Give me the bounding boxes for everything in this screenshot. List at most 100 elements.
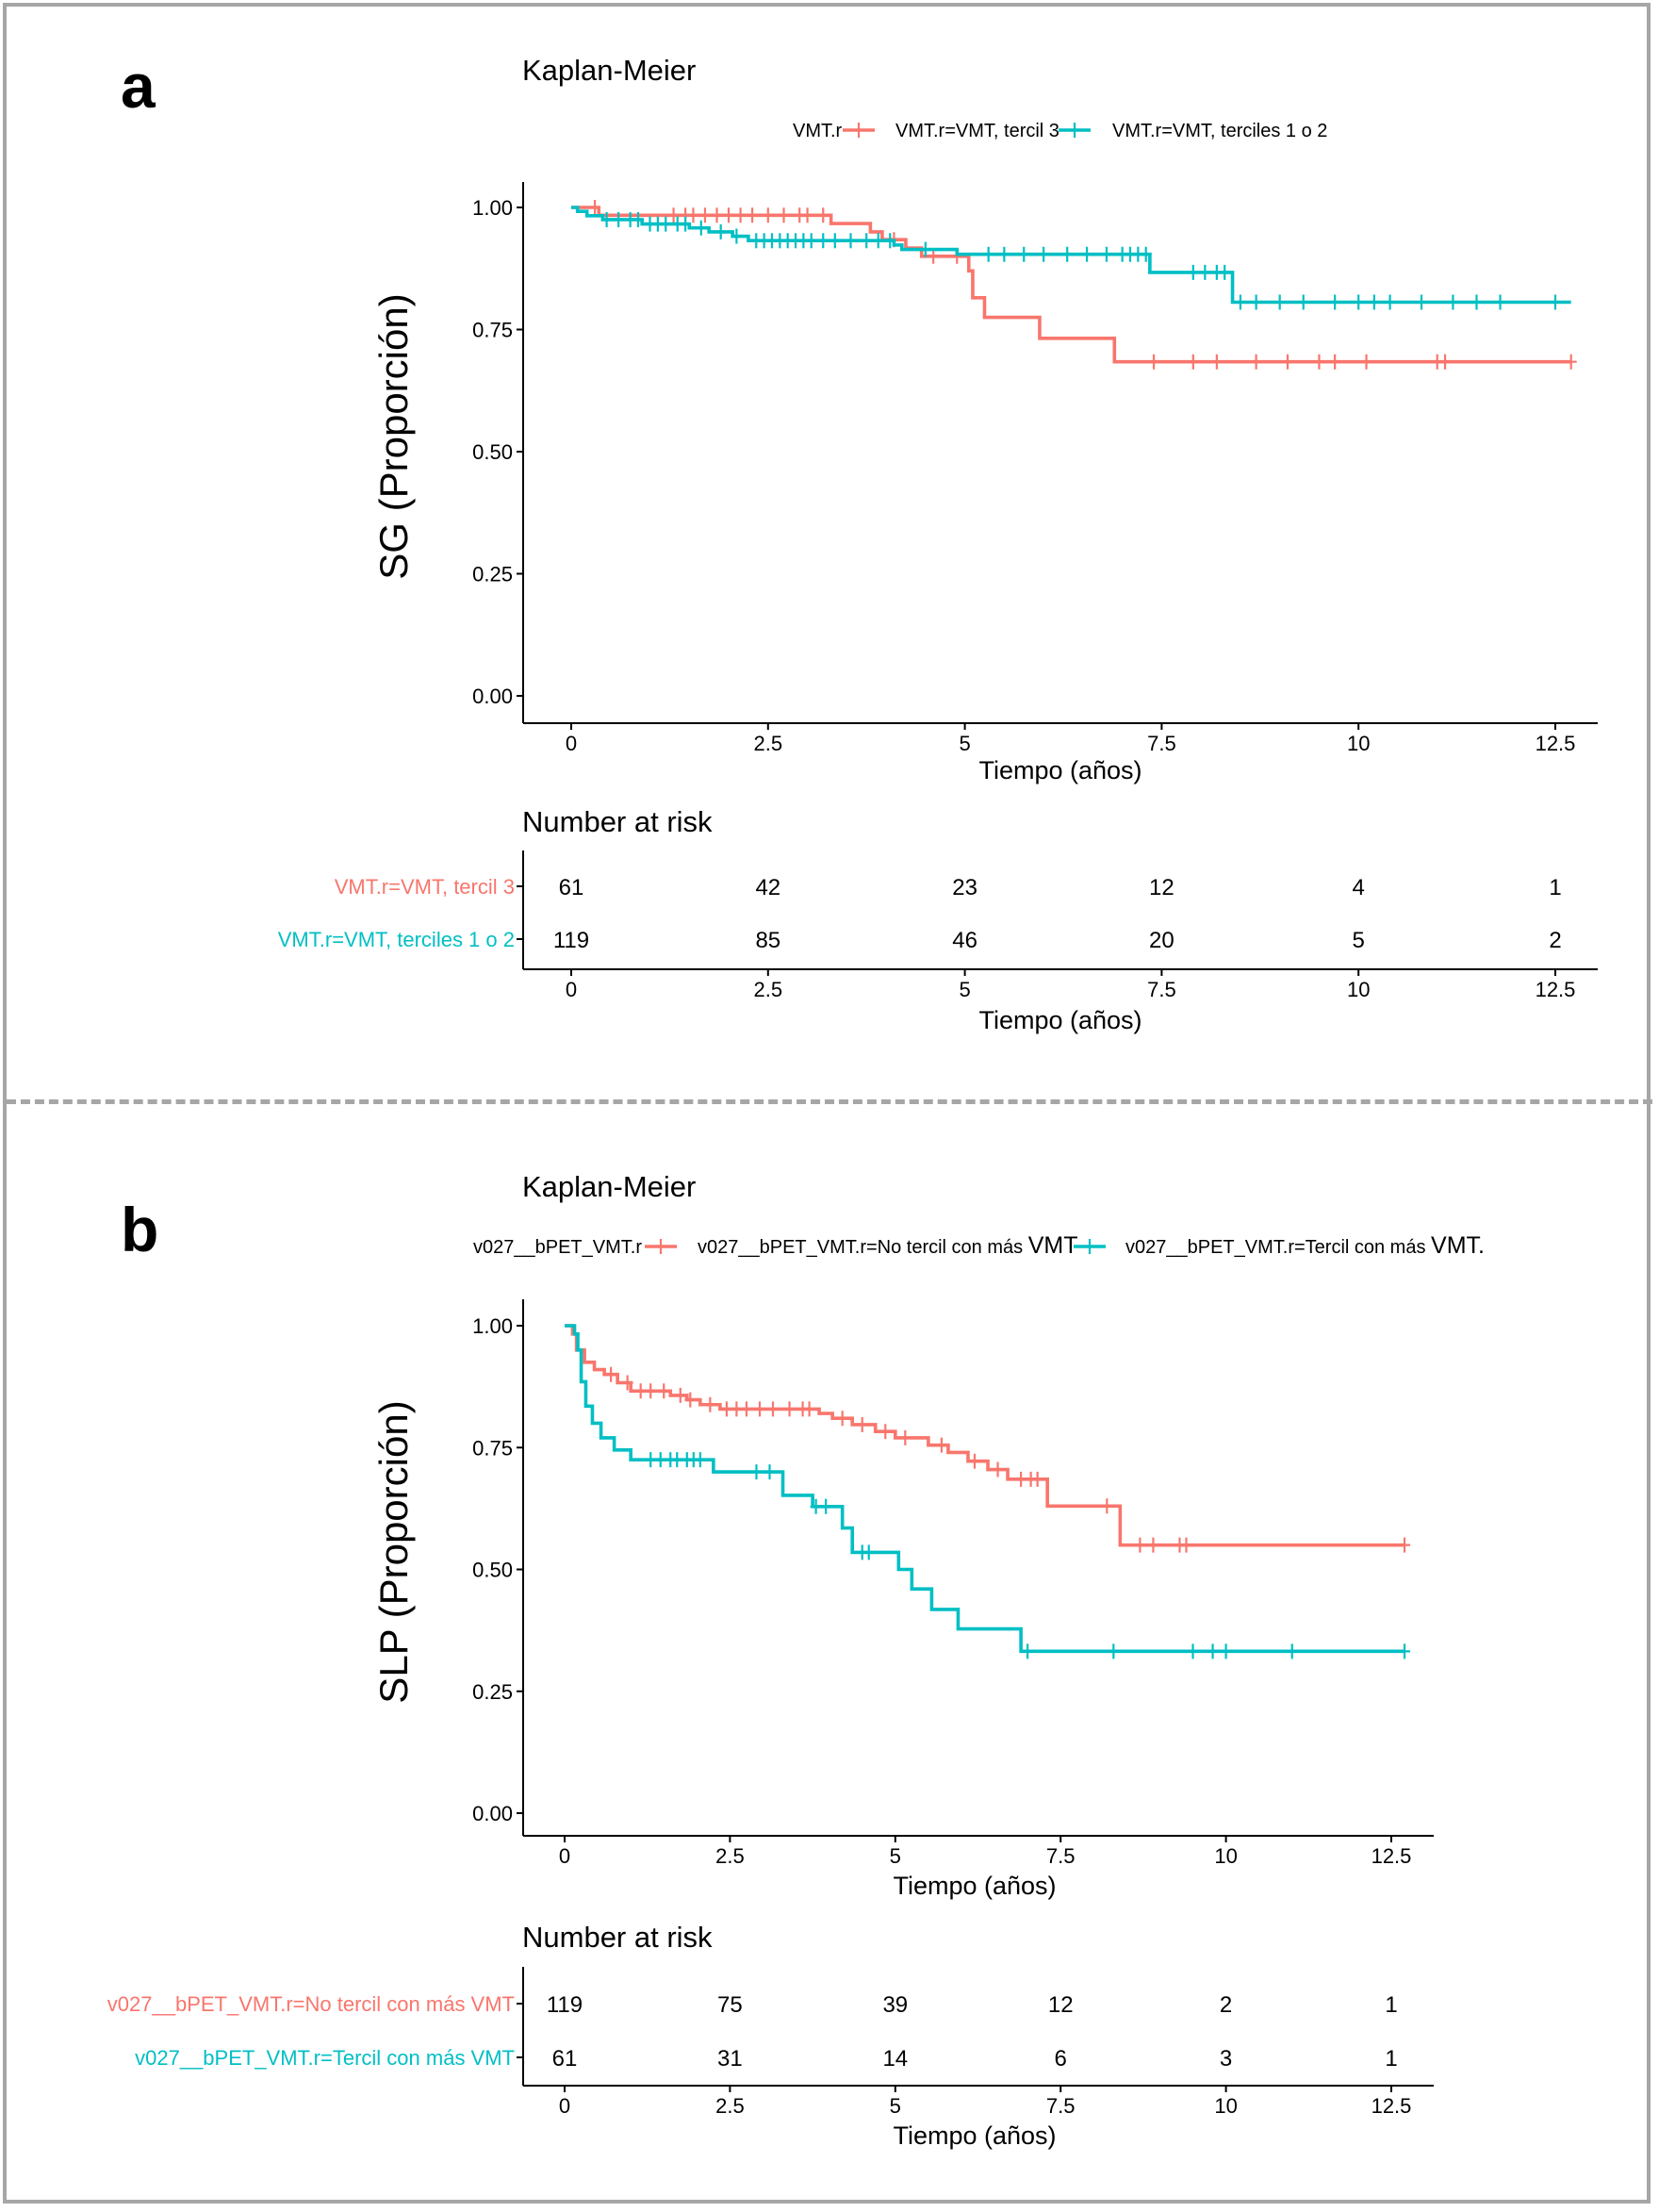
risk-x-tick-label: 0 [566, 978, 577, 1001]
risk-x-tick-label: 5 [959, 978, 970, 1001]
censor-mark [1329, 354, 1341, 370]
censor-mark [1100, 246, 1112, 262]
y-tick-label: 1.00 [472, 1314, 513, 1338]
censor-mark [667, 207, 680, 223]
censor-mark [1494, 294, 1506, 310]
censor-mark [589, 200, 601, 215]
censor-mark [645, 1383, 657, 1399]
censor-mark [845, 233, 857, 249]
legend-label: VMT.r=VMT, tercil 3 [895, 121, 1059, 141]
censor-mark [1470, 294, 1483, 310]
censor-mark [731, 1401, 743, 1417]
risk-count: 85 [755, 928, 780, 953]
y-tick-label: 0.50 [472, 440, 513, 464]
censor-mark [634, 1383, 647, 1399]
risk-row-label: VMT.r=VMT, terciles 1 o 2 [278, 928, 515, 951]
censor-mark [671, 1452, 683, 1468]
risk-x-tick-label: 7.5 [1046, 2094, 1076, 2118]
censor-mark [764, 1464, 776, 1480]
censor-mark [1286, 1643, 1298, 1659]
risk-row-label: VMT.r=VMT, tercil 3 [335, 875, 515, 899]
y-tick-label: 0.50 [472, 1559, 513, 1582]
censor-mark [684, 1392, 697, 1408]
risk-count: 4 [1353, 875, 1365, 900]
risk-x-tick-label: 7.5 [1147, 978, 1176, 1001]
legend-label: VMT.r=VMT, terciles 1 o 2 [1112, 121, 1327, 141]
censor-mark [1329, 294, 1341, 310]
censor-mark [1297, 294, 1309, 310]
risk-x-tick-label: 12.5 [1536, 978, 1576, 1001]
y-tick-label: 0.00 [472, 685, 513, 708]
censor-mark [1565, 354, 1577, 370]
survival-curve-cyan [565, 1324, 1405, 1654]
censor-mark [1022, 1643, 1034, 1659]
censor-mark [982, 246, 994, 262]
risk-x-axis-label-a: Tiempo (años) [978, 1006, 1142, 1034]
risk-x-tick-label: 10 [1347, 978, 1370, 1001]
censor-mark [680, 216, 692, 232]
censor-mark [747, 207, 759, 223]
censor-mark [723, 207, 735, 223]
legend-label: v027__bPET_VMT.r=Tercil con más VMT. [1125, 1232, 1485, 1259]
risk-count: 1 [1385, 1992, 1397, 2018]
risk-row-label: v027__bPET_VMT.r=No tercil con más VMT [107, 1992, 515, 2016]
x-tick-label: 7.5 [1046, 1844, 1076, 1868]
censor-mark [600, 211, 613, 227]
y-tick-label: 0.00 [472, 1802, 513, 1825]
censor-mark [750, 1464, 763, 1480]
censor-mark [605, 1366, 617, 1382]
risk-count: 46 [952, 928, 977, 953]
censor-mark [645, 1452, 657, 1468]
risk-row-label: v027__bPET_VMT.r=Tercil con más VMT [135, 2046, 515, 2070]
censor-mark [1207, 1643, 1219, 1659]
censor-mark [801, 207, 813, 223]
censor-mark [1353, 294, 1365, 310]
censor-mark [919, 241, 931, 257]
censor-mark [836, 1411, 848, 1427]
censor-mark [1015, 1471, 1027, 1487]
risk-count: 5 [1353, 928, 1365, 953]
panel-letter-b: b [121, 1195, 158, 1264]
censor-mark [1061, 246, 1074, 262]
risk-count: 42 [755, 875, 780, 900]
censor-mark [1187, 1643, 1199, 1659]
censor-mark [872, 233, 884, 249]
censor-mark [1273, 294, 1286, 310]
risk-count: 12 [1048, 1992, 1074, 2018]
censor-mark [654, 1452, 666, 1468]
censor-mark [1250, 354, 1262, 370]
censor-mark [928, 248, 940, 264]
censor-mark [695, 220, 707, 236]
x-tick-label: 5 [959, 732, 970, 755]
censor-mark [862, 1544, 875, 1560]
chart-title-a: Kaplan-Meier [522, 54, 696, 87]
risk-x-tick-label: 12.5 [1372, 2094, 1412, 2118]
risk-title-a: Number at risk [522, 805, 713, 838]
censor-mark [1550, 294, 1561, 310]
x-tick-label: 12.5 [1372, 1844, 1412, 1868]
censor-mark [1108, 1643, 1120, 1659]
risk-count: 14 [882, 2046, 908, 2072]
y-axis-label-b: SLP (Proporción) [371, 1400, 416, 1703]
censor-mark [1148, 354, 1160, 370]
risk-count: 61 [559, 875, 584, 900]
censor-mark [1199, 264, 1211, 280]
censor-mark [1081, 246, 1093, 262]
censor-mark [1101, 1498, 1113, 1514]
censor-mark [1031, 1471, 1043, 1487]
censor-mark [998, 246, 1010, 262]
risk-title-b: Number at risk [522, 1921, 713, 1954]
censor-mark [660, 216, 672, 232]
censor-mark [803, 1401, 815, 1417]
y-tick-label: 0.75 [472, 319, 513, 342]
censor-mark [1439, 354, 1452, 370]
x-axis-label-b: Tiempo (años) [893, 1872, 1056, 1900]
x-tick-label: 5 [890, 1844, 901, 1868]
censor-mark [829, 233, 841, 249]
censor-mark [698, 207, 711, 223]
x-tick-label: 2.5 [754, 732, 783, 755]
censor-mark [687, 207, 699, 223]
risk-count: 31 [717, 2046, 743, 2072]
censor-mark [1140, 246, 1152, 262]
